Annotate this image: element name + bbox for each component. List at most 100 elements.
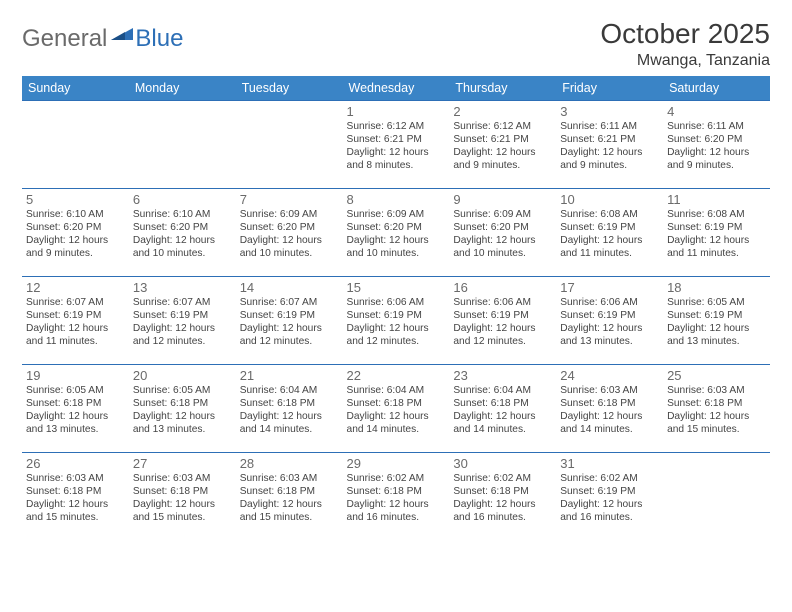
calendar-cell: 9Sunrise: 6:09 AMSunset: 6:20 PMDaylight…: [449, 189, 556, 277]
day-number: 22: [347, 368, 446, 383]
sunrise-line: Sunrise: 6:03 AM: [26, 472, 125, 485]
sunset-line: Sunset: 6:20 PM: [240, 221, 339, 234]
day-number: 21: [240, 368, 339, 383]
daylight-line: Daylight: 12 hours and 12 minutes.: [133, 322, 232, 348]
daylight-line: Daylight: 12 hours and 8 minutes.: [347, 146, 446, 172]
day-info: Sunrise: 6:02 AMSunset: 6:18 PMDaylight:…: [347, 472, 446, 524]
calendar-cell-empty: [129, 101, 236, 189]
daylight-line: Daylight: 12 hours and 14 minutes.: [453, 410, 552, 436]
day-number: 27: [133, 456, 232, 471]
day-info: Sunrise: 6:07 AMSunset: 6:19 PMDaylight:…: [240, 296, 339, 348]
day-info: Sunrise: 6:05 AMSunset: 6:19 PMDaylight:…: [667, 296, 766, 348]
day-number: 6: [133, 192, 232, 207]
sunset-line: Sunset: 6:19 PM: [347, 309, 446, 322]
day-header: Wednesday: [343, 76, 450, 101]
daylight-line: Daylight: 12 hours and 10 minutes.: [240, 234, 339, 260]
daylight-line: Daylight: 12 hours and 10 minutes.: [133, 234, 232, 260]
calendar-table: SundayMondayTuesdayWednesdayThursdayFrid…: [22, 76, 770, 541]
sunset-line: Sunset: 6:20 PM: [453, 221, 552, 234]
day-info: Sunrise: 6:03 AMSunset: 6:18 PMDaylight:…: [560, 384, 659, 436]
daylight-line: Daylight: 12 hours and 16 minutes.: [560, 498, 659, 524]
sunrise-line: Sunrise: 6:11 AM: [560, 120, 659, 133]
day-number: 11: [667, 192, 766, 207]
daylight-line: Daylight: 12 hours and 9 minutes.: [453, 146, 552, 172]
sunset-line: Sunset: 6:21 PM: [453, 133, 552, 146]
day-number: 8: [347, 192, 446, 207]
day-number: 9: [453, 192, 552, 207]
day-number: 17: [560, 280, 659, 295]
day-info: Sunrise: 6:03 AMSunset: 6:18 PMDaylight:…: [240, 472, 339, 524]
calendar-cell: 18Sunrise: 6:05 AMSunset: 6:19 PMDayligh…: [663, 277, 770, 365]
day-number: 1: [347, 104, 446, 119]
sunset-line: Sunset: 6:19 PM: [133, 309, 232, 322]
calendar-week: 26Sunrise: 6:03 AMSunset: 6:18 PMDayligh…: [22, 453, 770, 541]
calendar-cell: 1Sunrise: 6:12 AMSunset: 6:21 PMDaylight…: [343, 101, 450, 189]
calendar-cell: 20Sunrise: 6:05 AMSunset: 6:18 PMDayligh…: [129, 365, 236, 453]
daylight-line: Daylight: 12 hours and 11 minutes.: [667, 234, 766, 260]
sunrise-line: Sunrise: 6:04 AM: [240, 384, 339, 397]
day-number: 7: [240, 192, 339, 207]
day-info: Sunrise: 6:02 AMSunset: 6:18 PMDaylight:…: [453, 472, 552, 524]
sunrise-line: Sunrise: 6:09 AM: [453, 208, 552, 221]
calendar-cell: 13Sunrise: 6:07 AMSunset: 6:19 PMDayligh…: [129, 277, 236, 365]
daylight-line: Daylight: 12 hours and 13 minutes.: [667, 322, 766, 348]
sunset-line: Sunset: 6:18 PM: [453, 485, 552, 498]
sunrise-line: Sunrise: 6:09 AM: [347, 208, 446, 221]
calendar-cell: 19Sunrise: 6:05 AMSunset: 6:18 PMDayligh…: [22, 365, 129, 453]
sunrise-line: Sunrise: 6:02 AM: [347, 472, 446, 485]
sunset-line: Sunset: 6:20 PM: [133, 221, 232, 234]
day-number: 14: [240, 280, 339, 295]
month-title: October 2025: [600, 18, 770, 50]
sunset-line: Sunset: 6:19 PM: [26, 309, 125, 322]
logo-mark-icon: [111, 24, 133, 45]
sunset-line: Sunset: 6:18 PM: [347, 397, 446, 410]
calendar-cell: 8Sunrise: 6:09 AMSunset: 6:20 PMDaylight…: [343, 189, 450, 277]
daylight-line: Daylight: 12 hours and 9 minutes.: [667, 146, 766, 172]
sunset-line: Sunset: 6:18 PM: [453, 397, 552, 410]
calendar-cell: 28Sunrise: 6:03 AMSunset: 6:18 PMDayligh…: [236, 453, 343, 541]
calendar-cell: 5Sunrise: 6:10 AMSunset: 6:20 PMDaylight…: [22, 189, 129, 277]
sunset-line: Sunset: 6:19 PM: [560, 485, 659, 498]
sunset-line: Sunset: 6:19 PM: [453, 309, 552, 322]
day-number: 16: [453, 280, 552, 295]
daylight-line: Daylight: 12 hours and 16 minutes.: [347, 498, 446, 524]
daylight-line: Daylight: 12 hours and 10 minutes.: [453, 234, 552, 260]
calendar-cell: 24Sunrise: 6:03 AMSunset: 6:18 PMDayligh…: [556, 365, 663, 453]
daylight-line: Daylight: 12 hours and 12 minutes.: [240, 322, 339, 348]
calendar-cell: 16Sunrise: 6:06 AMSunset: 6:19 PMDayligh…: [449, 277, 556, 365]
day-info: Sunrise: 6:06 AMSunset: 6:19 PMDaylight:…: [560, 296, 659, 348]
calendar-cell: 3Sunrise: 6:11 AMSunset: 6:21 PMDaylight…: [556, 101, 663, 189]
location-label: Mwanga, Tanzania: [600, 52, 770, 70]
day-number: 10: [560, 192, 659, 207]
day-number: 13: [133, 280, 232, 295]
sunrise-line: Sunrise: 6:10 AM: [133, 208, 232, 221]
day-info: Sunrise: 6:03 AMSunset: 6:18 PMDaylight:…: [26, 472, 125, 524]
sunset-line: Sunset: 6:19 PM: [667, 309, 766, 322]
sunrise-line: Sunrise: 6:07 AM: [26, 296, 125, 309]
daylight-line: Daylight: 12 hours and 11 minutes.: [560, 234, 659, 260]
day-number: 15: [347, 280, 446, 295]
sunrise-line: Sunrise: 6:03 AM: [240, 472, 339, 485]
sunrise-line: Sunrise: 6:04 AM: [347, 384, 446, 397]
day-number: 12: [26, 280, 125, 295]
day-header: Friday: [556, 76, 663, 101]
day-number: 3: [560, 104, 659, 119]
calendar-page: General Blue October 2025 Mwanga, Tanzan…: [0, 0, 792, 541]
day-header: Tuesday: [236, 76, 343, 101]
sunset-line: Sunset: 6:18 PM: [240, 485, 339, 498]
calendar-cell: 21Sunrise: 6:04 AMSunset: 6:18 PMDayligh…: [236, 365, 343, 453]
daylight-line: Daylight: 12 hours and 13 minutes.: [560, 322, 659, 348]
daylight-line: Daylight: 12 hours and 14 minutes.: [347, 410, 446, 436]
day-info: Sunrise: 6:03 AMSunset: 6:18 PMDaylight:…: [667, 384, 766, 436]
daylight-line: Daylight: 12 hours and 12 minutes.: [453, 322, 552, 348]
calendar-cell: 12Sunrise: 6:07 AMSunset: 6:19 PMDayligh…: [22, 277, 129, 365]
day-info: Sunrise: 6:06 AMSunset: 6:19 PMDaylight:…: [453, 296, 552, 348]
daylight-line: Daylight: 12 hours and 9 minutes.: [560, 146, 659, 172]
day-number: 25: [667, 368, 766, 383]
logo-text-blue: Blue: [135, 25, 183, 53]
calendar-cell: 2Sunrise: 6:12 AMSunset: 6:21 PMDaylight…: [449, 101, 556, 189]
day-header-row: SundayMondayTuesdayWednesdayThursdayFrid…: [22, 76, 770, 101]
calendar-body: 1Sunrise: 6:12 AMSunset: 6:21 PMDaylight…: [22, 101, 770, 541]
day-number: 28: [240, 456, 339, 471]
day-info: Sunrise: 6:10 AMSunset: 6:20 PMDaylight:…: [26, 208, 125, 260]
